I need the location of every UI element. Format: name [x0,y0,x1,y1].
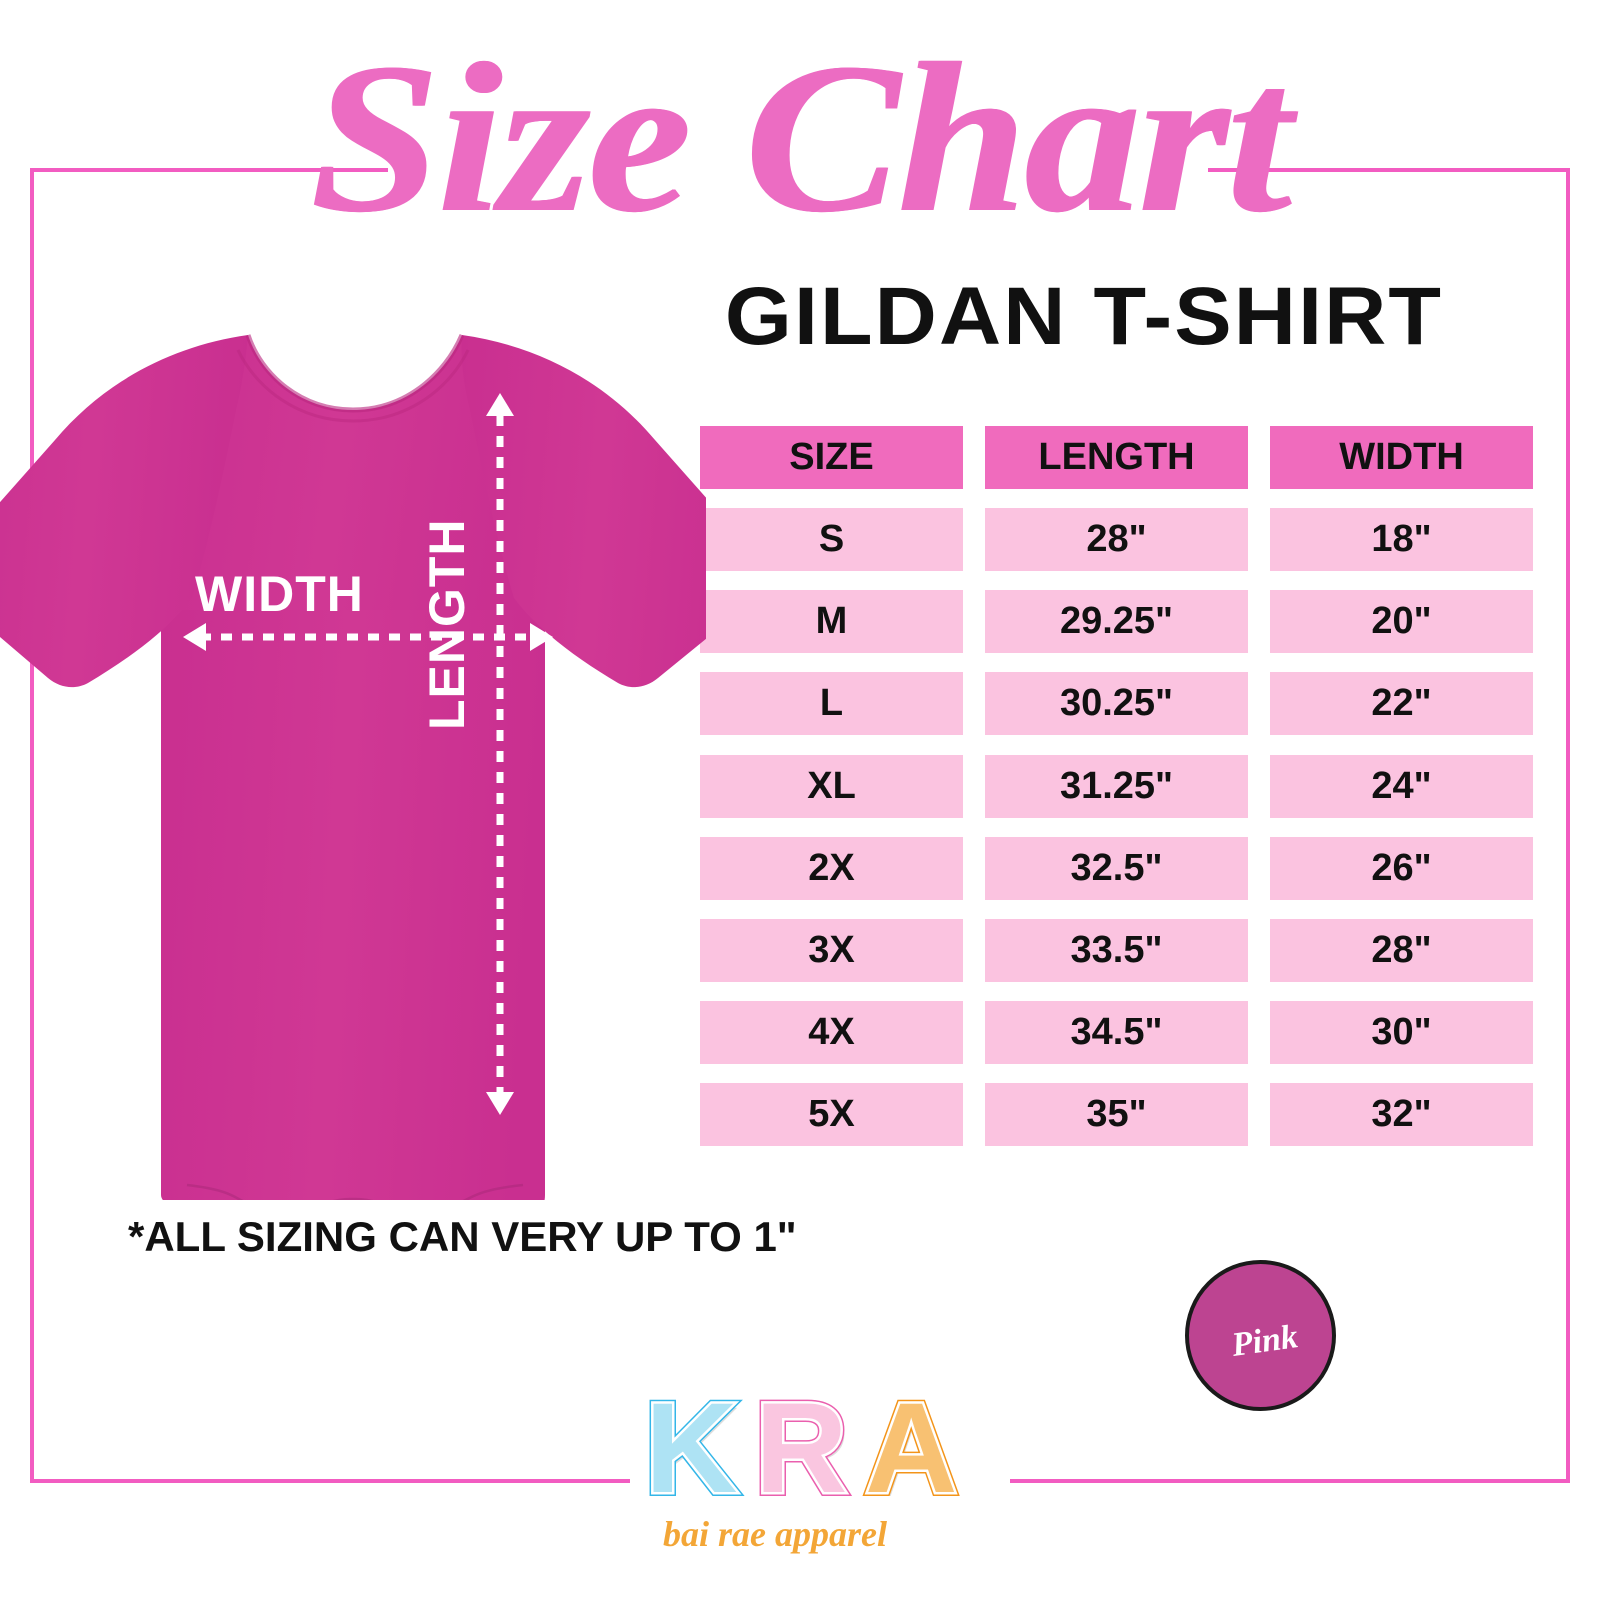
svg-text:Pink: Pink [1228,1318,1300,1364]
